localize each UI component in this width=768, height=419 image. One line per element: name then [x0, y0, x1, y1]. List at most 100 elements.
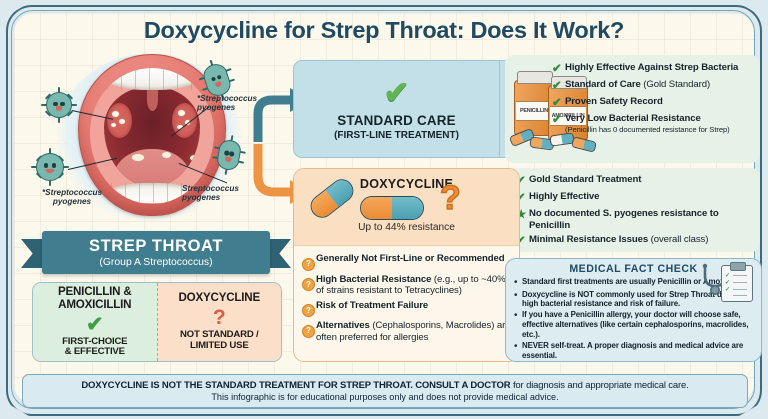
benefit-bold: Standard of Care: [565, 78, 641, 90]
disclaimer-banner: DOXYCYCLINE IS NOT THE STANDARD TREATMEN…: [22, 374, 748, 408]
germ-label-2: *Streptococcus pyogenes: [197, 94, 287, 112]
stethoscope-clipboard-group: ✓ ✓ ✓: [699, 261, 755, 302]
benefit-text: Highly Effective Against Strep Bacteria: [565, 62, 738, 74]
question-mark-icon: ?: [439, 179, 461, 217]
fact-text: If you have a Penicillin allergy, your d…: [522, 310, 749, 339]
comparison-doxycycline[interactable]: DOXYCYCLINE ? NOT STANDARD / LIMITED USE: [156, 283, 281, 361]
benefit-bold: Minimal Resistance Issues: [529, 233, 649, 245]
question-badge-icon: ?: [302, 274, 316, 292]
benefit-bold: Highly Effective: [529, 190, 600, 202]
germ-label-2-line2: pyogenes: [197, 103, 236, 113]
throat-cavity: [104, 87, 200, 187]
bacteria-icon-4: [212, 135, 246, 175]
banner-title: STREP THROAT: [88, 237, 223, 255]
benefit-text: Standard of Care (Gold Standard): [565, 79, 710, 91]
upper-teeth-icon: [94, 68, 210, 90]
bottle-penicillin: PENICILLIN: [514, 71, 554, 136]
disclaimer-line2: This infographic is for educational purp…: [211, 392, 559, 402]
bottle-cap-icon: [517, 71, 553, 84]
standard-care-title: STANDARD CARE: [337, 113, 456, 128]
germ-label-1-line2: pyogenes: [52, 197, 92, 207]
clipboard-clip: [730, 262, 746, 271]
comparison-penicillin[interactable]: PENICILLIN & AMOXICILLIN ✔ FIRST-CHOICE …: [33, 283, 157, 361]
comparison-subtitle: NOT STANDARD / LIMITED USE: [180, 329, 259, 351]
check-icon: ✔: [552, 113, 562, 126]
page-title: Doxycycline for Strep Throat: Does It Wo…: [143, 17, 625, 43]
mouth-illustration: *Streptococcus pyogenes *Streptococcus p…: [22, 48, 290, 228]
standard-care-subtitle: (FIRST-LINE TREATMENT): [334, 130, 459, 141]
benefit-row: ✔ Standard of Care (Gold Standard): [552, 79, 756, 93]
doxycycline-row: ? Generally Not First-Line or Recommende…: [302, 253, 512, 271]
doxycycline-bold: Risk of Treatment Failure: [316, 299, 429, 311]
benefit-row: ✔ Gold Standard Treatment: [516, 174, 754, 188]
treatment-comparison: PENICILLIN & AMOXICILLIN ✔ FIRST-CHOICE …: [32, 282, 282, 362]
fact-row: • Doxycycline is NOT commonly used for S…: [514, 290, 754, 309]
check-icon: ✔: [516, 234, 526, 247]
doxycycline-bold: Alternatives: [316, 320, 370, 332]
benefit-light: (Gold Standard): [643, 78, 711, 90]
doxycycline-card[interactable]: DOXYCYCLINE ? Up to 44% resistance ? Gen…: [293, 168, 520, 362]
benefit-row: ✔ Proven Safety Record: [552, 96, 756, 110]
bottle-label: PENICILLIN: [516, 101, 552, 121]
benefit-bold: Highly Effective Against Strep Bacteria: [565, 62, 739, 73]
banner-subtitle: (Group A Streptococcus): [99, 257, 213, 268]
doxycycline-bold: Generally Not First-Line or Recommended: [316, 253, 505, 264]
doxycycline-row: ? Alternatives (Cephalosporins, Macrolid…: [302, 320, 512, 343]
fact-text: Standard first treatments are usually Pe…: [522, 277, 746, 286]
bullet-icon: •: [514, 340, 518, 352]
open-mouth-graphic: [78, 54, 226, 216]
check-icon: ✔: [516, 191, 526, 204]
resistance-caption: Up to 44% resistance: [358, 222, 455, 233]
comparison-title: PENICILLIN & AMOXICILLIN: [58, 285, 132, 312]
benefit-bold: Gold Standard Treatment: [529, 174, 642, 185]
check-icon: ✔: [552, 96, 562, 109]
bullet-icon: •: [514, 310, 518, 322]
fact-row: • If you have a Penicillin allergy, your…: [514, 310, 754, 339]
benefit-row: ✔ Minimal Resistance Issues (overall cla…: [516, 234, 754, 248]
doxycycline-list: ? Generally Not First-Line or Recommende…: [302, 253, 512, 346]
benefit-text: No documented S. pyogenes resistance to …: [529, 208, 754, 231]
check-icon: ✔: [552, 63, 562, 75]
doxycycline-row: ? High Bacterial Resistance (e.g., up to…: [302, 274, 512, 297]
benefits-list-second: ✔ Gold Standard Treatment ✔ Highly Effec…: [516, 174, 754, 251]
bacteria-icon-2: [31, 148, 69, 186]
question-mark-icon: ?: [212, 306, 226, 330]
benefit-bold: Proven Safety Record: [565, 95, 663, 107]
benefit-bold: No documented S. pyogenes resistance to …: [529, 207, 719, 231]
benefit-note: (Penicillin has 0 documented resistance …: [565, 125, 730, 135]
question-badge-icon: ?: [302, 300, 316, 318]
benefit-text: Very Low Bacterial Resistance (Penicillin…: [565, 113, 730, 135]
benefit-text: Gold Standard Treatment: [529, 174, 641, 186]
disclaimer-line1-bold: DOXYCYCLINE IS NOT THE STANDARD TREATMEN…: [81, 380, 511, 391]
doxycycline-text: Generally Not First-Line or Recommended: [316, 253, 505, 265]
comparison-subtitle: FIRST-CHOICE & EFFECTIVE: [62, 336, 127, 358]
bottle-cap-icon: [551, 76, 587, 89]
star-icon: ★: [516, 208, 527, 221]
comparison-sub-line2: LIMITED USE: [189, 339, 249, 351]
check-icon: ✔: [383, 75, 410, 110]
inner-mouth: [90, 68, 214, 204]
question-badge-icon: ?: [302, 253, 316, 271]
comparison-title-line1: DOXYCYCLINE: [178, 291, 261, 305]
benefit-row: ✔ Highly Effective Against Strep Bacteri…: [552, 62, 756, 76]
comparison-title-line2: AMOXICILLIN: [58, 297, 132, 311]
capsule-icon-horizontal: [360, 196, 424, 220]
standard-care-card[interactable]: ✔ STANDARD CARE (FIRST-LINE TREATMENT): [293, 60, 500, 158]
uvula-icon: [146, 89, 158, 111]
doxycycline-text: Alternatives (Cephalosporins, Macrolides…: [316, 320, 512, 343]
germ-label-3: Streptococcus pyogenes: [182, 184, 278, 202]
strep-throat-banner: STREP THROAT (Group A Streptococcus): [42, 231, 270, 274]
germ-label-3-line2: pyogenes: [182, 193, 221, 203]
benefit-text: Minimal Resistance Issues (overall class…: [529, 234, 708, 246]
pill-bottles-group: PENICILLIN AMOXICILLIN: [508, 70, 597, 153]
benefit-row: ✔ Very Low Bacterial Resistance (Penicill…: [552, 113, 756, 135]
tongue-icon: [114, 149, 200, 187]
doxycycline-title: DOXYCYCLINE: [359, 177, 454, 191]
fact-row: • Standard first treatments are usually …: [514, 277, 754, 288]
bottle-amoxicillin: AMOXICILLIN: [548, 76, 588, 141]
fact-text: NEVER self-treat. A proper diagnosis and…: [522, 340, 744, 360]
bacteria-icon-1: [41, 87, 77, 123]
check-icon: ✔: [516, 175, 526, 187]
benefit-light: (overall class): [650, 233, 709, 245]
